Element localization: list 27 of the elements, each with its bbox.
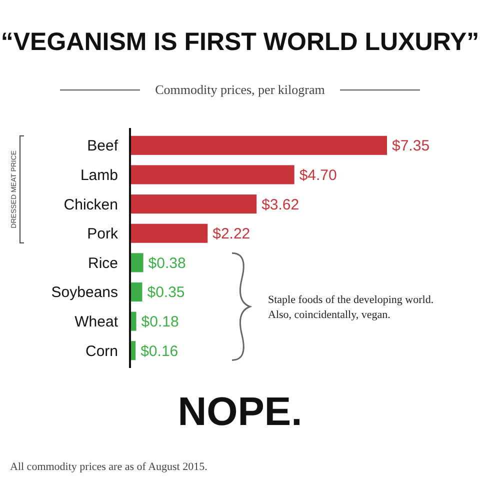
data-label: $0.16 bbox=[140, 342, 178, 360]
bar bbox=[130, 165, 294, 184]
y-tick-label: Chicken bbox=[64, 196, 118, 214]
annotation: Staple foods of the developing world. Also, coincidentally, vegan. bbox=[268, 294, 434, 321]
y-tick-label: Corn bbox=[85, 342, 118, 360]
data-label: $0.35 bbox=[147, 284, 185, 302]
data-label: $2.22 bbox=[212, 226, 250, 243]
y-tick-label: Pork bbox=[87, 226, 118, 243]
data-label: $3.62 bbox=[262, 196, 300, 214]
y-tick-label: Wheat bbox=[74, 314, 119, 331]
bar bbox=[130, 136, 387, 155]
data-label: $7.35 bbox=[392, 138, 430, 155]
bar bbox=[130, 194, 257, 214]
data-label: $4.70 bbox=[299, 166, 337, 184]
chart-title: “VEGANISM IS FIRST WORLD LUXURY” bbox=[0, 28, 480, 56]
y-tick-label: Rice bbox=[88, 254, 118, 272]
y-tick-label: Lamb bbox=[80, 166, 118, 184]
y-tick-label: Soybeans bbox=[51, 284, 118, 302]
chart-subtitle: Commodity prices, per kilogram bbox=[155, 82, 325, 97]
bar bbox=[130, 282, 142, 302]
text: All commodity prices are as of August 2015. bbox=[10, 461, 208, 473]
data-label: $0.38 bbox=[148, 254, 186, 272]
data-label: $0.18 bbox=[141, 314, 179, 331]
bar bbox=[130, 224, 208, 243]
bar bbox=[130, 253, 144, 272]
y-tick-label: Beef bbox=[87, 138, 119, 155]
text: NOPE. bbox=[178, 390, 302, 434]
